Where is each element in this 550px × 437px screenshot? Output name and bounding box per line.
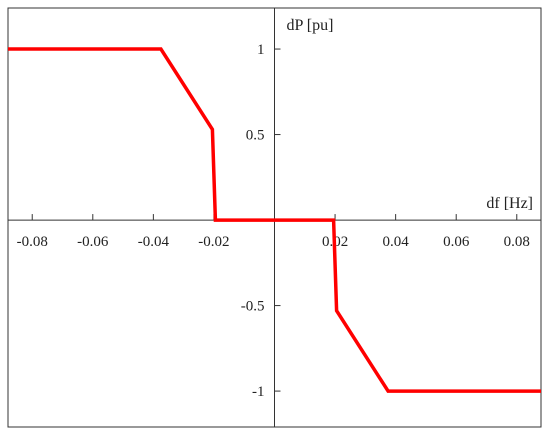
- y-ticks: 1 0.5 -0.5 -1: [241, 42, 281, 400]
- y-tick-label: -0.5: [241, 299, 265, 315]
- x-tick-label: -0.04: [138, 234, 170, 250]
- y-axis-title: dP [pu]: [287, 17, 334, 34]
- x-tick-label: 0.06: [443, 234, 470, 250]
- x-tick-label: 0.04: [383, 234, 410, 250]
- x-tick-label: -0.02: [198, 234, 229, 250]
- x-tick-label: -0.08: [17, 234, 48, 250]
- y-tick-label: 0.5: [246, 128, 265, 144]
- x-ticks: -0.08 -0.06 -0.04 -0.02 0.02 0.04 0.06 0.08: [17, 214, 530, 250]
- y-tick-label: 1: [257, 42, 265, 58]
- x-axis-title: df [Hz]: [486, 195, 533, 212]
- series-line: [8, 47, 541, 393]
- x-tick-label: -0.06: [77, 234, 109, 250]
- y-tick-label: -1: [252, 384, 265, 400]
- x-tick-label: 0.08: [504, 234, 530, 250]
